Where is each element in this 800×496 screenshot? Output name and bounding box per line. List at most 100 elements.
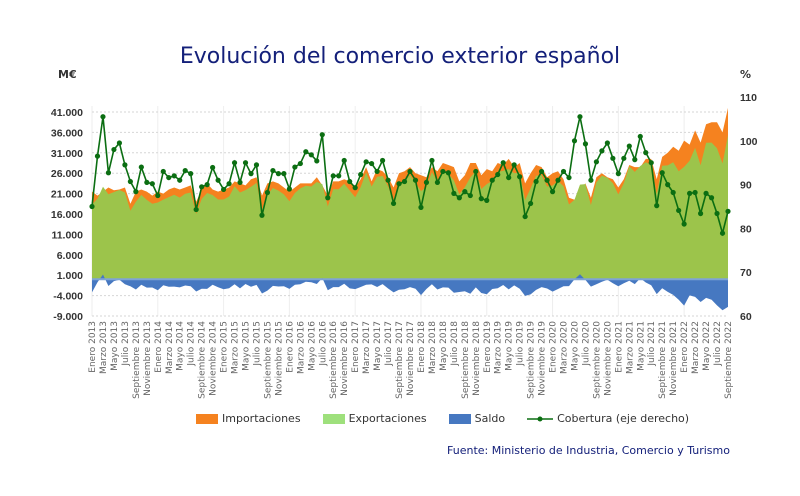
x-tick-label: Marzo 2020 [560,321,570,374]
cobertura-point [687,190,693,196]
cobertura-point [692,189,698,196]
cobertura-point [703,190,709,196]
cobertura-point [89,203,95,210]
legend-label: Exportaciones [348,412,427,425]
cobertura-point [264,189,271,196]
legend-swatch-importaciones [196,413,218,424]
x-tick-label: Julio 2015 [252,321,262,367]
cobertura-point [506,174,512,181]
cobertura-point [193,206,199,213]
cobertura-point [528,200,534,207]
cobertura-point [456,195,462,201]
x-tick-label: Mayo 2020 [570,321,580,371]
left-axis-unit: M€ [58,68,77,81]
legend-label: Cobertura (eje derecho) [557,412,690,425]
x-tick-label: Marzo 2018 [428,321,438,374]
x-tick-label: Mayo 2016 [307,321,317,371]
cobertura-point [325,195,331,201]
cobertura-point [676,207,682,214]
cobertura-point [215,177,221,183]
cobertura-point [489,177,495,183]
cobertura-point [659,170,665,176]
cobertura-point [434,179,441,186]
cobertura-point [407,168,413,175]
x-tick-label: Septiembre 2018 [461,321,471,399]
source-note: Fuente: Ministerio de Industria, Comerci… [447,444,730,457]
legend-line-marker-icon [527,416,554,421]
x-tick-label: Septiembre 2020 [592,321,602,399]
cobertura-point [462,189,468,195]
x-tick-label: Marzo 2022 [691,321,701,374]
cobertura-point [588,177,594,183]
chart-plot: 41.000 36.000 31.000 26.000 21.000 16.000 11.0… [51,92,758,399]
cobertura-point [286,186,292,192]
cobertura-point [182,167,188,174]
cobertura-point [155,192,161,199]
legend-item-importaciones: Importaciones [196,412,301,425]
cobertura-point [593,159,600,165]
left-tick-label: 11.000 [51,229,83,241]
cobertura-point [341,157,347,164]
cobertura-point [697,210,704,217]
cobertura-point [237,179,243,186]
cobertura-point [418,204,424,210]
x-tick-label: Septiembre 2021 [658,321,668,399]
x-tick-label: Septiembre 2013 [132,321,142,399]
x-tick-label: Julio 2014 [187,321,197,367]
cobertura-point [484,197,490,203]
legend-label: Importaciones [222,412,301,425]
cobertura-point [122,162,128,168]
cobertura-point [412,177,419,183]
cobertura-point [352,185,358,191]
cobertura-point [127,178,133,185]
cobertura-point [610,155,616,161]
x-tick-label: Julio 2013 [121,321,131,367]
x-tick-label: Julio 2016 [318,321,328,367]
cobertura-point [314,158,320,164]
x-tick-label: Enero 2022 [680,321,690,373]
x-tick-label: Mayo 2022 [702,321,712,371]
cobertura-point [259,212,265,218]
right-tick-label: 70 [740,267,752,279]
cobertura-point [297,160,303,167]
cobertura-point [549,189,556,195]
cobertura-point [643,150,649,156]
cobertura-point [303,149,309,155]
x-tick-label: Julio 2020 [581,321,591,367]
cobertura-point [604,140,610,146]
x-tick-label: Noviembre 2017 [406,321,416,396]
x-tick-label: Enero 2016 [285,321,295,373]
x-tick-label: Enero 2013 [88,321,98,373]
left-tick-label: -4.000 [53,291,83,303]
cobertura-point [374,168,380,175]
cobertura-point [231,160,238,166]
exportaciones-area [92,135,728,280]
x-tick-label: Marzo 2014 [165,321,175,374]
cobertura-point [473,168,479,175]
legend: Importaciones Exportaciones Saldo Cobert… [196,412,689,425]
x-tick-label: Mayo 2021 [636,321,646,371]
cobertura-point [220,186,227,193]
legend-item-saldo: Saldo [448,412,505,425]
cobertura-point [253,162,260,168]
x-tick-label: Mayo 2017 [373,321,383,371]
cobertura-point [582,141,589,147]
cobertura-point [358,171,364,178]
cobertura-point [149,181,155,187]
x-tick-label: Noviembre 2014 [209,321,219,396]
x-tick-label: Enero 2021 [614,321,624,373]
cobertura-point [390,200,397,207]
cobertura-point [423,179,430,186]
right-tick-label: 90 [740,180,752,192]
legend-item-cobertura: Cobertura (eje derecho) [527,412,689,425]
x-tick-label: Mayo 2015 [242,321,252,371]
right-axis-unit: % [740,68,752,81]
cobertura-point [308,152,314,158]
left-tick-label: 26.000 [51,168,83,180]
x-tick-label: Mayo 2014 [176,321,186,371]
left-tick-label: 36.000 [51,127,83,139]
x-tick-label: Marzo 2015 [231,321,241,374]
cobertura-point [648,160,654,166]
x-tick-label: Septiembre 2022 [724,321,734,399]
x-tick-label: Septiembre 2017 [395,321,405,399]
